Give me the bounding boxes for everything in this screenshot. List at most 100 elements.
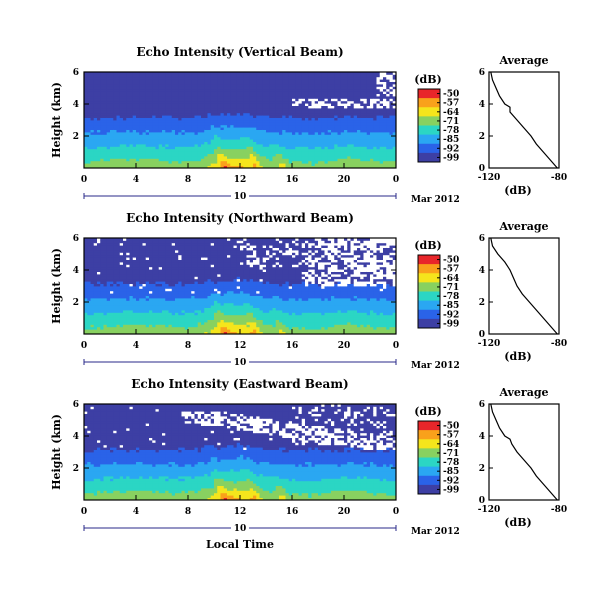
heatmap-cell [171,136,176,140]
heatmap-cell [295,76,299,80]
heatmap-cell [165,274,169,277]
heatmap-cell [178,146,182,150]
heatmap-cell [314,72,319,75]
heatmap-cell [97,108,101,111]
heatmap-cell [171,148,176,152]
heatmap-cell [210,134,215,138]
heatmap-cell [311,110,316,114]
heatmap-cell [116,122,121,126]
heatmap-cell [152,81,156,85]
heatmap-cell [376,129,381,133]
heatmap-cell [155,93,160,97]
heatmap-cell [269,112,273,116]
heatmap-cell [233,96,238,99]
heatmap-cell [126,96,130,99]
heatmap-cell [119,165,124,169]
heatmap-cell [90,278,95,282]
heatmap-cell [149,326,153,330]
heatmap-cell [344,156,348,159]
heatmap-cell [126,115,130,118]
heatmap-cell [116,139,121,142]
colorbar-segment [418,143,440,154]
heatmap-cell [243,163,247,166]
heatmap-cell [132,302,137,306]
heatmap-cell [340,103,345,106]
heatmap-cell [194,158,199,162]
heatmap-cell [207,139,212,142]
heatmap-cell [123,288,127,292]
heatmap-cell [100,281,104,284]
heatmap-cell [139,153,143,157]
heatmap-cell [152,115,156,118]
heatmap-cell [139,245,143,248]
heatmap-cell [353,136,358,140]
heatmap-cell [181,81,186,85]
heatmap-cell [204,158,208,162]
heatmap-cell [366,141,371,145]
heatmap-cell [145,314,150,318]
heatmap-cell [90,110,95,114]
heatmap-cell [142,264,147,268]
heatmap-cell [363,127,368,130]
heatmap-cell [158,310,163,313]
heatmap-cell [301,86,306,90]
heatmap-cell [87,132,91,135]
heatmap-cell [168,105,173,109]
heatmap-cell [155,165,160,169]
heatmap-cell [142,160,147,164]
heatmap-cell [165,112,169,116]
heatmap-cell [181,158,186,162]
heatmap-cell [149,163,153,166]
heatmap-cell [126,112,130,116]
heatmap-cell [178,151,182,154]
heatmap-cell [223,98,228,102]
heatmap-cell [106,84,111,87]
heatmap-cell [149,238,153,241]
heatmap-cell [90,242,95,246]
heatmap-cell [145,153,150,157]
heatmap-cell [90,288,95,292]
heatmap-cell [123,74,127,78]
heatmap-cell [210,108,215,111]
heatmap-cell [318,112,322,116]
heatmap-cell [129,257,134,260]
heatmap-cell [132,129,137,133]
heatmap-cell [158,81,163,85]
heatmap-cell [113,264,117,268]
heatmap-cell [87,317,91,320]
heatmap-cell [129,91,134,94]
heatmap-cell [97,115,101,118]
heatmap-cell [106,108,111,111]
heatmap-cell [373,153,377,157]
heatmap-cell [162,84,166,87]
heatmap-cell [87,240,91,244]
heatmap-cell [149,259,153,263]
heatmap-cell [84,74,88,78]
heatmap-cell [220,93,225,97]
heatmap-cell [295,112,299,116]
heatmap-cell [230,158,234,162]
heatmap-cell [158,100,163,104]
heatmap-cell [347,124,351,128]
heatmap-cell [240,117,244,121]
heatmap-cell [97,163,101,166]
heatmap-cell [337,117,342,121]
heatmap-cell [259,79,264,82]
heatmap-cell [84,76,88,80]
heatmap-cell [93,165,98,169]
heatmap-cell [288,108,293,111]
heatmap-cell [340,112,345,116]
heatmap-cell [178,117,182,121]
heatmap-cell [230,163,234,166]
heatmap-cell [256,103,260,106]
heatmap-cell [168,305,173,308]
heatmap-cell [113,252,117,256]
heatmap-cell [100,322,104,325]
heatmap-cell [253,132,257,135]
heatmap-cell [136,269,140,272]
heatmap-cell [168,274,173,277]
heatmap-cell [103,293,108,296]
average-y-tick-label: 4 [479,100,485,110]
heatmap-cell [103,151,108,154]
heatmap-cell [171,105,176,109]
